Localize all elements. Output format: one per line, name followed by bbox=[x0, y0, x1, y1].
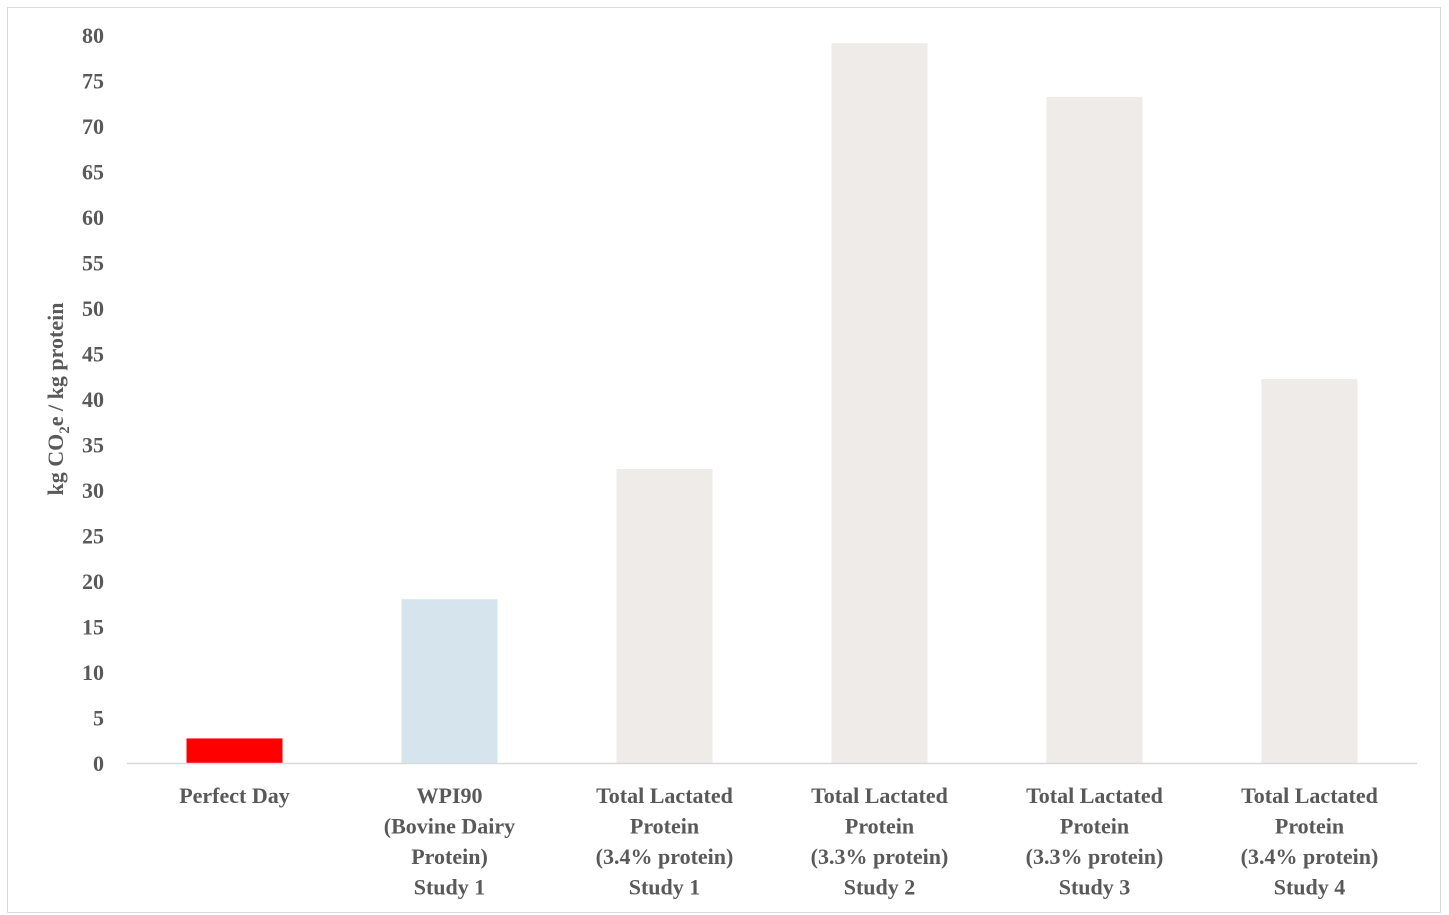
y-tick-label: 65 bbox=[82, 160, 104, 185]
bars bbox=[186, 43, 1358, 763]
y-tick-label: 30 bbox=[82, 478, 104, 503]
x-category-label-line: Study 4 bbox=[1274, 875, 1346, 900]
y-tick-label: 50 bbox=[82, 296, 104, 321]
y-tick-label: 45 bbox=[82, 342, 104, 367]
y-tick-label: 25 bbox=[82, 524, 104, 549]
x-axis-labels: Perfect Day WPI90 (Bovine Dairy Protein) Stu… bbox=[179, 783, 1378, 900]
x-category-label-line: Protein bbox=[630, 814, 699, 839]
x-category-label-line: Study 2 bbox=[844, 875, 916, 900]
x-category-label-line: (Bovine Dairy bbox=[384, 814, 515, 839]
x-category-label-line: Total Lactated bbox=[596, 783, 733, 808]
x-category-label-line: Total Lactated bbox=[1241, 783, 1378, 808]
x-category-label: Total Lactated Protein (3.4% protein) Study… bbox=[1241, 783, 1379, 900]
y-tick-label: 35 bbox=[82, 433, 104, 458]
bar bbox=[616, 469, 713, 763]
y-tick-label: 70 bbox=[82, 114, 104, 139]
y-tick-label: 0 bbox=[93, 751, 104, 776]
y-axis-label: kg CO2e / kg protein bbox=[43, 303, 73, 496]
x-category-label: Total Lactated Protein (3.4% protein) Study… bbox=[596, 783, 734, 900]
x-category-label-line: Total Lactated bbox=[811, 783, 948, 808]
x-category-label: Perfect Day bbox=[179, 783, 290, 808]
x-category-label-line: Study 1 bbox=[629, 875, 701, 900]
bar bbox=[1261, 378, 1358, 763]
y-axis-label-subscript: 2 bbox=[57, 426, 73, 434]
x-category-label-line: WPI90 bbox=[417, 783, 483, 808]
x-category-label-line: (3.4% protein) bbox=[1241, 844, 1379, 869]
x-category-label-line: (3.3% protein) bbox=[811, 844, 949, 869]
y-axis-ticks: 0 5 10 15 20 25 30 35 40 45 50 55 60 65 70 75 80 bbox=[82, 23, 104, 776]
y-tick-label: 55 bbox=[82, 251, 104, 276]
x-category-label-line: Total Lactated bbox=[1026, 783, 1163, 808]
x-category-label-line: Protein) bbox=[411, 844, 488, 869]
y-tick-label: 75 bbox=[82, 69, 104, 94]
x-category-label-line: Perfect Day bbox=[179, 783, 290, 808]
y-tick-label: 5 bbox=[93, 706, 104, 731]
y-tick-label: 10 bbox=[82, 660, 104, 685]
y-tick-label: 60 bbox=[82, 205, 104, 230]
x-category-label-line: Protein bbox=[845, 814, 914, 839]
y-tick-label: 80 bbox=[82, 23, 104, 48]
bar bbox=[401, 599, 498, 763]
y-tick-label: 20 bbox=[82, 569, 104, 594]
x-category-label-line: (3.3% protein) bbox=[1026, 844, 1164, 869]
x-category-label-line: Study 3 bbox=[1059, 875, 1131, 900]
bar bbox=[186, 738, 283, 763]
x-category-label: Total Lactated Protein (3.3% protein) Study… bbox=[1026, 783, 1164, 900]
y-tick-label: 40 bbox=[82, 387, 104, 412]
x-category-label: WPI90 (Bovine Dairy Protein) Study 1 bbox=[384, 783, 515, 900]
x-category-label: Total Lactated Protein (3.3% protein) Study… bbox=[811, 783, 949, 900]
bar bbox=[831, 43, 928, 763]
x-category-label-line: (3.4% protein) bbox=[596, 844, 734, 869]
x-category-label-line: Protein bbox=[1060, 814, 1129, 839]
x-category-label-line: Study 1 bbox=[414, 875, 486, 900]
bar bbox=[1046, 96, 1143, 763]
x-category-label-line: Protein bbox=[1275, 814, 1344, 839]
y-tick-label: 15 bbox=[82, 615, 104, 640]
y-axis-label-text-end: e / kg protein bbox=[43, 303, 68, 427]
y-axis-label-text: kg CO bbox=[43, 434, 68, 496]
